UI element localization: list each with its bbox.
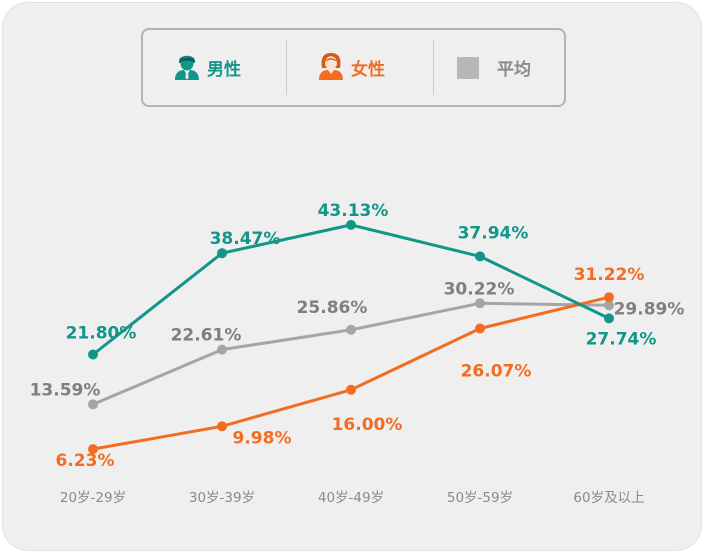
data-label: 29.89% [614, 299, 685, 319]
data-label: 6.23% [56, 451, 115, 471]
male-person-icon [175, 52, 199, 84]
data-label: 9.98% [233, 428, 292, 448]
legend-item-male: 男性 [175, 30, 241, 105]
legend-label-average: 平均 [497, 60, 531, 80]
x-tick-label: 30岁-39岁 [189, 490, 255, 506]
data-label: 37.94% [458, 223, 529, 243]
data-point [604, 292, 614, 303]
data-label: 38.47% [210, 229, 281, 249]
data-label: 43.13% [318, 201, 389, 221]
data-label: 31.22% [574, 265, 645, 285]
x-tick-label: 60岁及以上 [573, 490, 644, 506]
data-point [346, 324, 356, 335]
legend-item-female: 女性 [319, 30, 385, 105]
data-point [475, 251, 485, 262]
data-label: 16.00% [332, 415, 403, 435]
data-label: 26.07% [461, 362, 532, 382]
female-person-icon [319, 52, 343, 84]
data-point [604, 300, 614, 311]
data-point [475, 298, 485, 309]
legend-divider [433, 40, 434, 95]
legend-label-male: 男性 [207, 60, 241, 80]
legend: 男性 女性 平均 [141, 28, 566, 107]
data-label: 27.74% [586, 329, 657, 349]
legend-divider [286, 40, 287, 95]
x-tick-label: 50岁-59岁 [447, 490, 513, 506]
data-point [604, 313, 614, 324]
data-label: 25.86% [297, 298, 368, 318]
x-tick-label: 40岁-49岁 [318, 490, 384, 506]
legend-item-average: 平均 [457, 30, 531, 105]
gray-square-icon [457, 56, 479, 79]
data-point [88, 399, 98, 410]
data-point [475, 323, 485, 334]
data-point [217, 248, 227, 259]
data-label: 22.61% [171, 326, 242, 346]
data-point [88, 349, 98, 360]
legend-label-female: 女性 [351, 60, 385, 80]
x-tick-label: 20岁-29岁 [60, 490, 126, 506]
data-label: 21.80% [66, 324, 137, 344]
data-point [217, 344, 227, 355]
data-point [88, 444, 98, 455]
data-point [346, 219, 356, 230]
data-point [217, 421, 227, 432]
data-point [346, 384, 356, 395]
data-label: 13.59% [30, 380, 101, 400]
data-label: 30.22% [444, 279, 515, 299]
